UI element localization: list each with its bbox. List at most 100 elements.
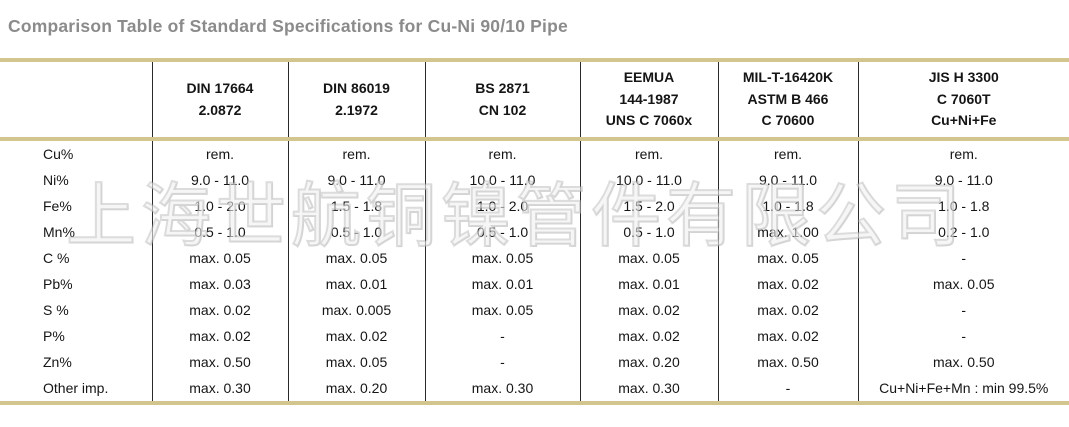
column-header-blank bbox=[0, 60, 152, 141]
row-label: Mn% bbox=[43, 224, 75, 240]
cell: 9.0 - 11.0 bbox=[857, 167, 1069, 193]
cell: max. 0.02 bbox=[151, 297, 288, 323]
cell: max. 0.05 bbox=[287, 245, 425, 271]
column-header-5: MIL-T-16420K ASTM B 466 C 70600 bbox=[717, 60, 858, 141]
row-label: P% bbox=[43, 328, 65, 344]
cell: max. 0.50 bbox=[151, 349, 288, 375]
table-row: S % max. 0.02 max. 0.005 max. 0.05 max. 0.02… bbox=[0, 297, 1069, 323]
cell: - bbox=[857, 297, 1069, 323]
cell: max. 0.05 bbox=[424, 245, 580, 271]
table-row: Ni% 9.0 - 11.0 9.0 - 11.0 10.0 - 11.0 10.0 -… bbox=[0, 167, 1069, 193]
cell: max. 0.05 bbox=[857, 271, 1069, 297]
cell: max. 0.01 bbox=[287, 271, 425, 297]
cell: 0.5 - 1.0 bbox=[287, 219, 425, 245]
cell: max. 0.02 bbox=[717, 297, 858, 323]
column-header-line: 2.0872 bbox=[198, 101, 242, 118]
cell: 10.0 - 11.0 bbox=[579, 167, 718, 193]
cell: max. 0.20 bbox=[579, 349, 718, 375]
page: Comparison Table of Standard Specificati… bbox=[0, 15, 1069, 405]
cell: max. 0.01 bbox=[579, 271, 718, 297]
cell: max. 0.01 bbox=[424, 271, 580, 297]
row-label: Ni% bbox=[43, 172, 69, 188]
cell: 1.0 - 1.8 bbox=[857, 193, 1069, 219]
column-header-line: UNS C 7060x bbox=[605, 112, 693, 129]
cell: 10.0 - 11.0 bbox=[424, 167, 580, 193]
row-label: Fe% bbox=[43, 198, 72, 214]
column-header-3: BS 2871 CN 102 bbox=[424, 60, 580, 141]
column-header-line: 144-1987 bbox=[619, 90, 679, 107]
table-row: Mn% 0.5 - 1.0 0.5 - 1.0 0.5 - 1.0 0.5 - 1.0 m… bbox=[0, 219, 1069, 245]
cell: - bbox=[424, 323, 580, 349]
cell: - bbox=[717, 375, 858, 403]
cell: max. 0.05 bbox=[424, 297, 580, 323]
cell: 0.5 - 1.0 bbox=[424, 219, 580, 245]
cell: 1.0 - 2.0 bbox=[424, 193, 580, 219]
cell: 1.0 - 1.8 bbox=[717, 193, 858, 219]
row-label: Other imp. bbox=[43, 380, 109, 396]
column-header-line: JIS H 3300 bbox=[928, 68, 999, 85]
column-header-line: DIN 86019 bbox=[323, 79, 390, 96]
cell: max. 0.05 bbox=[151, 245, 288, 271]
table-body: Cu% rem. rem. rem. rem. rem. rem. Ni% 9.0 - 11.0… bbox=[0, 139, 1069, 403]
cell: 9.0 - 11.0 bbox=[287, 167, 425, 193]
spec-table: DIN 17664 2.0872 DIN 86019 2.1972 BS 2871 CN … bbox=[0, 58, 1069, 405]
cell: - bbox=[857, 323, 1069, 349]
column-header-4: EEMUA 144-1987 UNS C 7060x bbox=[579, 60, 718, 141]
row-label: C % bbox=[43, 250, 70, 266]
header-row: DIN 17664 2.0872 DIN 86019 2.1972 BS 2871 CN … bbox=[0, 60, 1069, 141]
cell: max. 0.50 bbox=[857, 349, 1069, 375]
column-header-2: DIN 86019 2.1972 bbox=[287, 60, 425, 141]
cell: max. 0.20 bbox=[287, 375, 425, 403]
table-row: Pb% max. 0.03 max. 0.01 max. 0.01 max. 0.01 m… bbox=[0, 271, 1069, 297]
cell: rem. bbox=[717, 139, 858, 167]
cell: max. 1.00 bbox=[717, 219, 858, 245]
cell: rem. bbox=[151, 139, 288, 167]
cell: rem. bbox=[424, 139, 580, 167]
cell: max. 0.02 bbox=[717, 323, 858, 349]
cell: max. 0.02 bbox=[579, 297, 718, 323]
cell: max. 0.05 bbox=[717, 245, 858, 271]
cell: max. 0.50 bbox=[717, 349, 858, 375]
cell: max. 0.02 bbox=[717, 271, 858, 297]
column-header-line: ASTM B 466 bbox=[747, 90, 829, 107]
table-row: C % max. 0.05 max. 0.05 max. 0.05 max. 0.05 m… bbox=[0, 245, 1069, 271]
column-header-line: C 7060T bbox=[936, 90, 991, 107]
column-header-1: DIN 17664 2.0872 bbox=[151, 60, 288, 141]
table-row: Zn% max. 0.50 max. 0.05- max. 0.20 max. 0.50… bbox=[0, 349, 1069, 375]
cell: rem. bbox=[287, 139, 425, 167]
cell: 0.5 - 1.0 bbox=[579, 219, 718, 245]
cell: 9.0 - 11.0 bbox=[151, 167, 288, 193]
row-label: Cu% bbox=[43, 146, 74, 162]
cell: max. 0.30 bbox=[151, 375, 288, 403]
row-label: S % bbox=[43, 302, 69, 318]
cell: 1.5 - 1.8 bbox=[287, 193, 425, 219]
cell: 0.5 - 1.0 bbox=[151, 219, 288, 245]
cell: 9.0 - 11.0 bbox=[717, 167, 858, 193]
cell: max. 0.03 bbox=[151, 271, 288, 297]
cell: max. 0.02 bbox=[287, 323, 425, 349]
row-label: Pb% bbox=[43, 276, 73, 292]
cell: max. 0.30 bbox=[424, 375, 580, 403]
column-header-line: BS 2871 bbox=[475, 79, 530, 96]
cell: max. 0.05 bbox=[579, 245, 718, 271]
cell: max. 0.02 bbox=[579, 323, 718, 349]
column-header-line: 2.1972 bbox=[335, 101, 378, 118]
column-header-line: Cu+Ni+Fe bbox=[931, 112, 997, 129]
table-row: P% max. 0.02 max. 0.02- max. 0.02 max. 0.02- bbox=[0, 323, 1069, 349]
cell: max. 0.005 bbox=[287, 297, 425, 323]
column-header-line: MIL-T-16420K bbox=[742, 68, 834, 85]
cell: rem. bbox=[857, 139, 1069, 167]
column-header-6: JIS H 3300 C 7060T Cu+Ni+Fe bbox=[857, 60, 1069, 141]
table-header: DIN 17664 2.0872 DIN 86019 2.1972 BS 2871 CN … bbox=[0, 60, 1069, 141]
column-header-line: DIN 17664 bbox=[186, 79, 254, 96]
page-title: Comparison Table of Standard Specificati… bbox=[8, 16, 568, 36]
cell: 1.5 - 2.0 bbox=[579, 193, 718, 219]
column-header-line: EEMUA bbox=[623, 68, 675, 85]
cell: Cu+Ni+Fe+Mn : min 99.5% bbox=[857, 375, 1069, 403]
table-row: Other imp. max. 0.30 max. 0.20 max. 0.30 max… bbox=[0, 375, 1069, 403]
row-label: Zn% bbox=[43, 354, 72, 370]
cell: max. 0.05 bbox=[287, 349, 425, 375]
cell: max. 0.30 bbox=[579, 375, 718, 403]
column-header-line: C 70600 bbox=[761, 112, 815, 129]
spec-table-container: DIN 17664 2.0872 DIN 86019 2.1972 BS 2871 CN … bbox=[0, 58, 1069, 405]
